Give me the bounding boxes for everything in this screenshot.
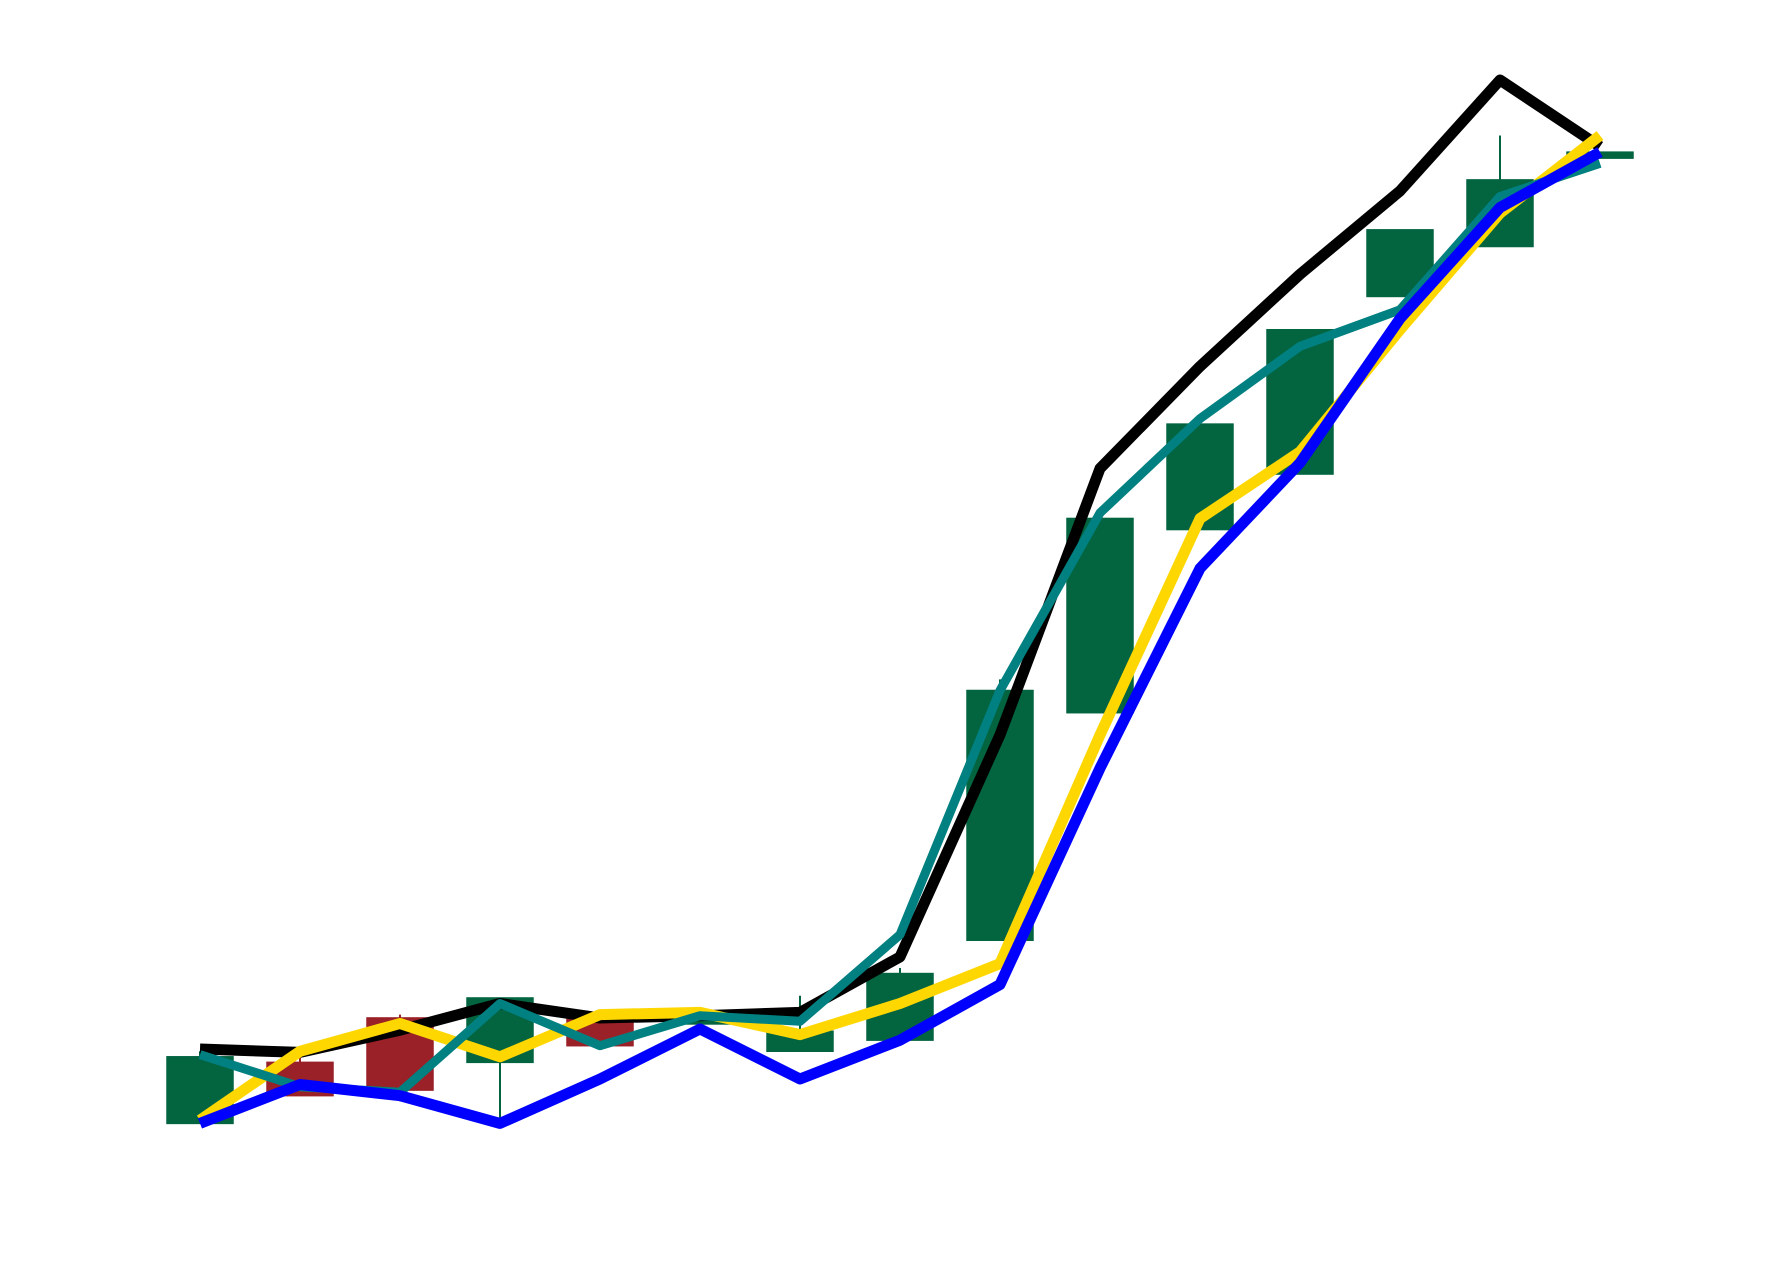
candle-layer [166, 135, 1634, 1125]
line-layer [196, 74, 1604, 1129]
series-line-1 [199, 74, 1604, 1058]
series-line-3 [198, 159, 1602, 1097]
series-line-4 [198, 147, 1603, 1129]
